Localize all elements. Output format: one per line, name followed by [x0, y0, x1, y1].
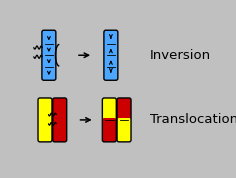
FancyBboxPatch shape	[53, 98, 67, 142]
FancyBboxPatch shape	[38, 98, 52, 142]
Text: Inversion: Inversion	[150, 49, 211, 62]
FancyBboxPatch shape	[102, 118, 116, 142]
FancyBboxPatch shape	[104, 30, 118, 80]
FancyBboxPatch shape	[42, 30, 56, 80]
Text: Translocation: Translocation	[150, 113, 236, 126]
FancyBboxPatch shape	[117, 118, 131, 142]
FancyBboxPatch shape	[102, 98, 116, 122]
FancyBboxPatch shape	[117, 98, 131, 122]
